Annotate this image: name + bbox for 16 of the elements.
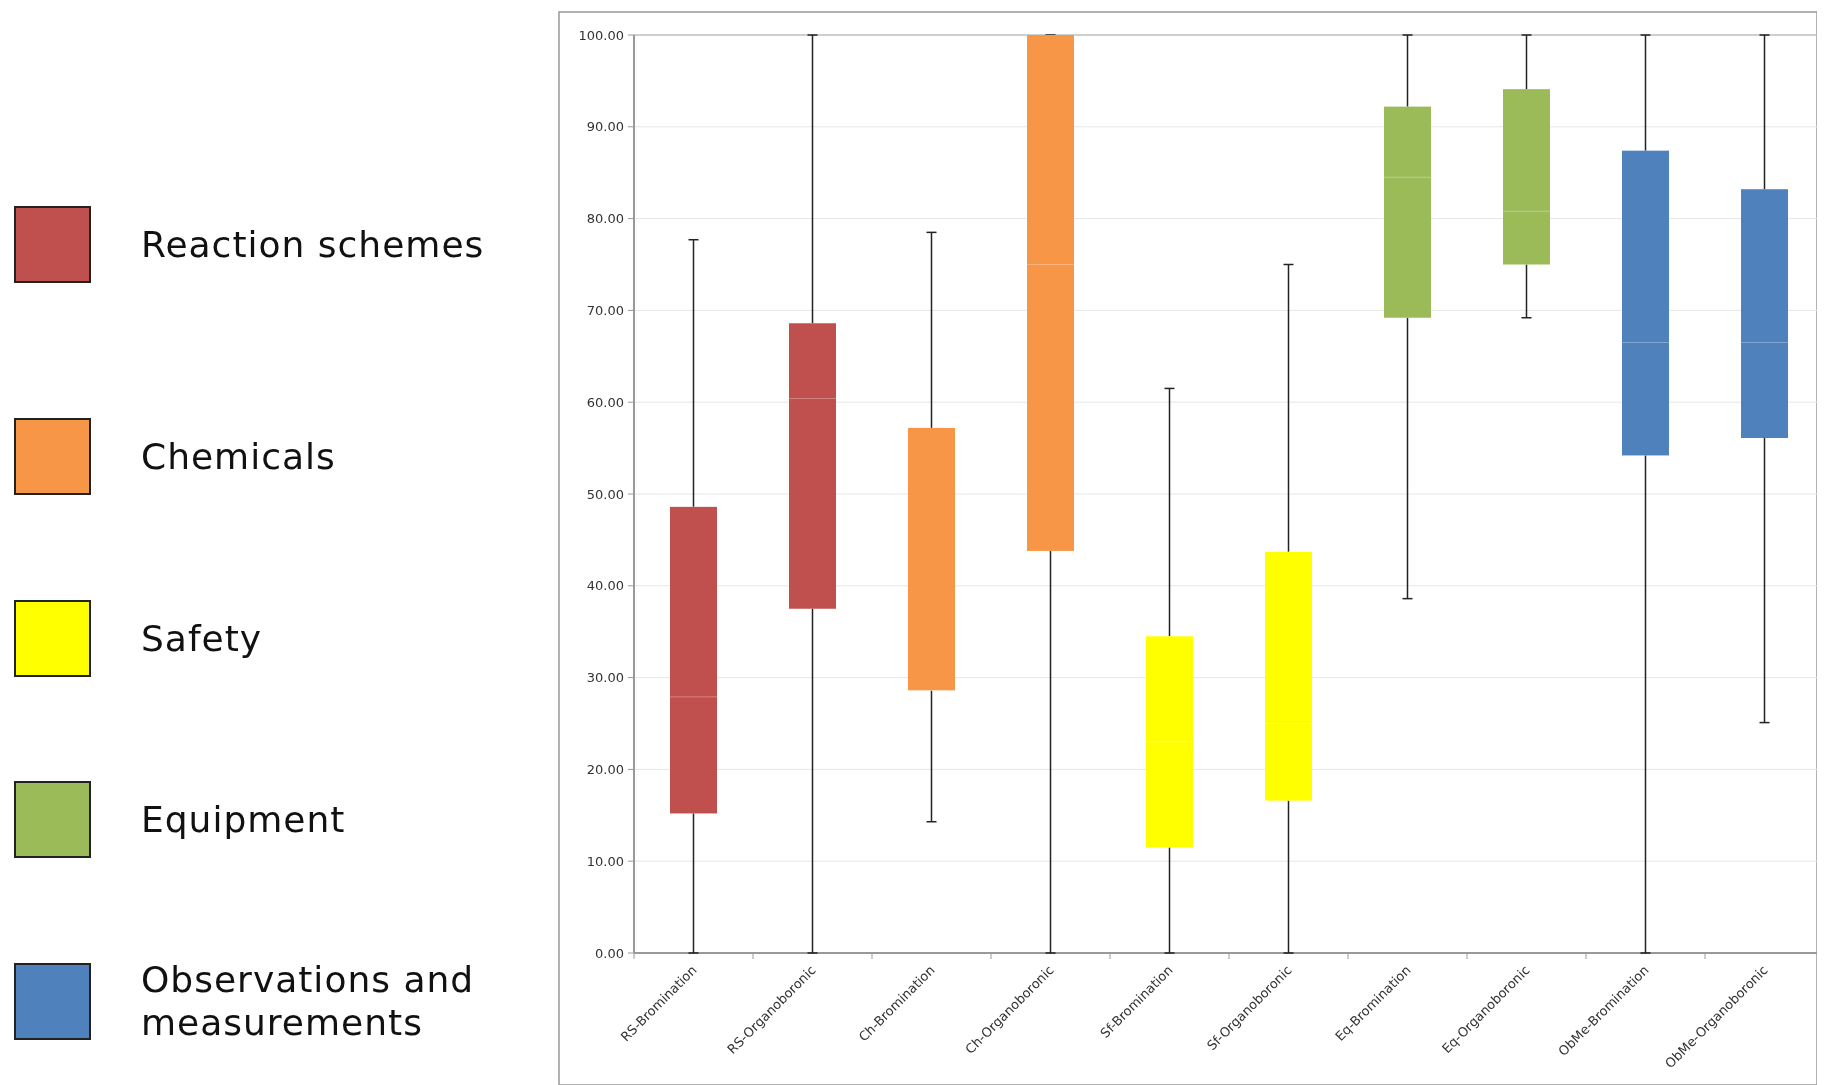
y-tick-label: 0.00 xyxy=(595,945,624,961)
y-tick-label: 80.00 xyxy=(586,211,624,227)
y-tick-label: 70.00 xyxy=(586,302,624,318)
y-tick-label: 50.00 xyxy=(586,486,624,502)
legend-label: Observations and measurements xyxy=(141,959,475,1044)
y-tick-label: 20.00 xyxy=(586,761,624,777)
legend-label: Reaction schemes xyxy=(141,223,485,265)
legend-label: Chemicals xyxy=(141,435,336,477)
legend-label: Equipment xyxy=(141,798,346,840)
y-tick-label: 100.00 xyxy=(578,27,624,43)
y-tick-label: 10.00 xyxy=(586,853,624,869)
y-tick-label: 60.00 xyxy=(586,394,624,410)
y-tick-label: 90.00 xyxy=(586,119,624,135)
legend-label: Safety xyxy=(141,617,263,659)
y-tick-label: 30.00 xyxy=(586,670,624,686)
y-tick-label: 40.00 xyxy=(586,578,624,594)
